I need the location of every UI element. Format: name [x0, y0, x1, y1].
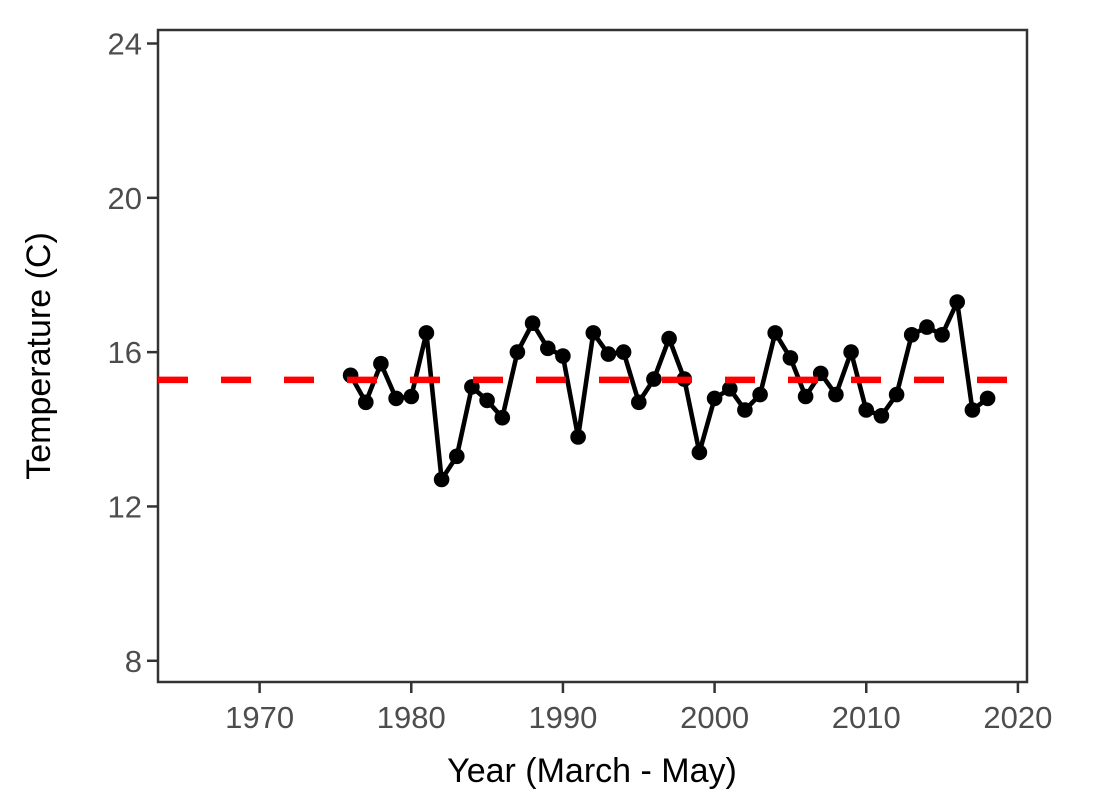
data-point — [358, 394, 374, 411]
y-axis-title: Temperature (C) — [20, 232, 58, 480]
data-point — [600, 346, 617, 362]
data-point — [919, 319, 935, 335]
data-point — [737, 402, 753, 418]
data-point — [615, 344, 632, 360]
data-point — [752, 386, 768, 403]
x-tick-label: 2000 — [680, 700, 749, 735]
data-point — [373, 355, 389, 372]
data-point — [403, 388, 420, 405]
data-point — [494, 409, 511, 426]
y-tick-label: 16 — [108, 335, 142, 370]
data-point — [570, 429, 586, 445]
y-tick-label: 24 — [108, 27, 142, 62]
data-point — [433, 471, 450, 488]
data-point — [979, 390, 996, 407]
data-point — [782, 350, 799, 366]
data-point — [585, 325, 602, 341]
data-point — [706, 390, 723, 407]
temperature-series — [342, 294, 996, 488]
y-axis-ticks: 8 12 16 20 24 — [108, 27, 157, 679]
data-point — [509, 344, 526, 360]
data-point — [934, 327, 950, 343]
x-tick-label: 2010 — [832, 700, 901, 735]
data-point — [722, 381, 738, 397]
data-point — [661, 330, 677, 347]
data-point — [964, 402, 981, 418]
data-point — [828, 386, 844, 403]
data-point — [388, 390, 404, 407]
y-tick-label: 12 — [108, 489, 142, 524]
x-axis-ticks: 1970 1980 1990 2000 2010 2020 — [225, 683, 1052, 735]
y-tick-label: 8 — [125, 644, 142, 679]
data-point — [524, 315, 541, 332]
data-point — [903, 327, 920, 343]
data-point — [691, 444, 708, 461]
y-tick-label: 20 — [108, 181, 142, 216]
data-point — [540, 340, 556, 357]
data-point — [873, 408, 890, 424]
x-tick-label: 1980 — [377, 700, 446, 735]
data-point — [555, 348, 571, 364]
data-point — [449, 448, 465, 465]
data-point — [479, 392, 495, 409]
x-tick-label: 1990 — [528, 700, 597, 735]
data-point — [949, 294, 965, 310]
data-point — [767, 325, 783, 341]
data-point — [418, 325, 435, 341]
data-point — [646, 371, 662, 387]
data-point — [797, 388, 814, 405]
x-tick-label: 1970 — [225, 700, 294, 735]
data-point — [631, 394, 647, 411]
x-axis-title: Year (March - May) — [447, 752, 737, 790]
plot-panel-border — [156, 28, 1029, 684]
data-point — [843, 344, 859, 360]
data-point — [888, 386, 905, 403]
x-tick-label: 2020 — [983, 700, 1052, 735]
data-point — [858, 402, 874, 418]
